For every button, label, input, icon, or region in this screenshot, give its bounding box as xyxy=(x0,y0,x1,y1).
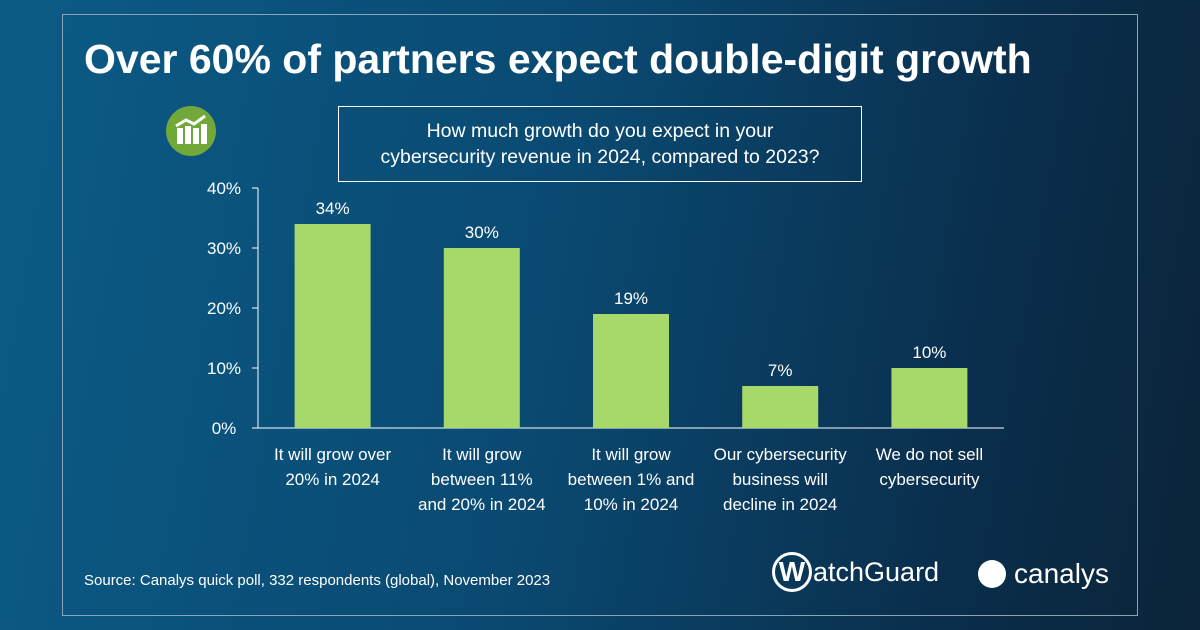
page-title: Over 60% of partners expect double-digit… xyxy=(84,36,1032,82)
y-tick-label: 0% xyxy=(212,419,237,438)
canalys-logo: canalys xyxy=(978,558,1109,590)
category-label: We do not sell xyxy=(876,445,983,464)
canalys-wordmark: canalys xyxy=(1014,558,1109,589)
y-tick-label: 10% xyxy=(207,359,241,378)
frame xyxy=(62,14,1138,616)
question-line: How much growth do you expect in your xyxy=(426,120,774,142)
category-label: business will xyxy=(732,470,827,489)
category-label: It will grow over xyxy=(274,445,391,464)
category-label: between 1% and xyxy=(568,470,695,489)
category-label: Our cybersecurity xyxy=(714,445,848,464)
bar xyxy=(891,368,968,428)
category-label: It will grow xyxy=(591,445,671,464)
category-label: It will grow xyxy=(442,445,522,464)
category-label: and 20% in 2024 xyxy=(418,495,546,514)
y-tick-label: 20% xyxy=(207,299,241,318)
category-label: cybersecurity xyxy=(879,470,980,489)
bar xyxy=(443,248,520,428)
data-label: 7% xyxy=(768,361,793,380)
data-label: 10% xyxy=(912,343,946,362)
y-tick-label: 30% xyxy=(207,239,241,258)
bar xyxy=(742,386,819,428)
question-box: How much growth do you expect in your cy… xyxy=(338,106,862,182)
bar xyxy=(593,314,669,428)
source-note: Source: Canalys quick poll, 332 responde… xyxy=(84,572,551,589)
y-tick-label: 40% xyxy=(207,179,241,198)
question-line: cybersecurity revenue in 2024, compared … xyxy=(380,146,820,168)
data-label: 19% xyxy=(614,289,648,308)
bar xyxy=(294,224,371,428)
category-label: 10% in 2024 xyxy=(584,495,679,514)
data-label: 34% xyxy=(316,199,350,218)
category-label: between 11% xyxy=(431,470,533,489)
category-label: decline in 2024 xyxy=(723,495,837,514)
data-label: 30% xyxy=(465,223,499,242)
category-label: 20% in 2024 xyxy=(285,470,380,489)
growth-chart-icon xyxy=(166,106,216,156)
